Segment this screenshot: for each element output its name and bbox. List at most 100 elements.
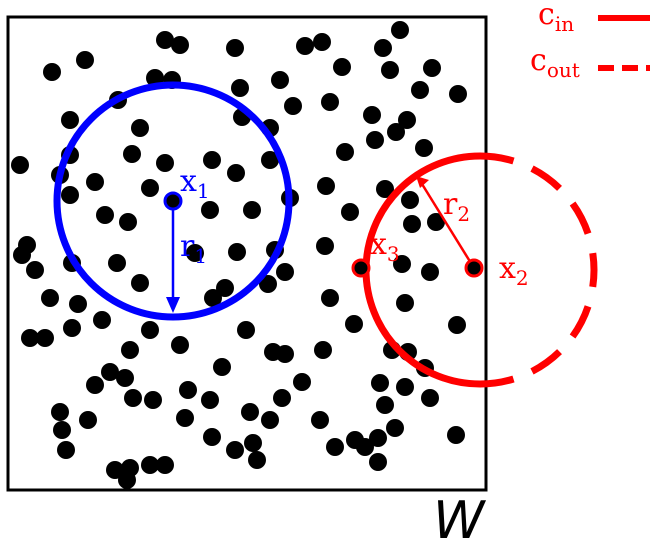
point [363,106,381,124]
point [26,261,44,279]
point [284,97,302,115]
point [171,36,189,54]
point [427,213,445,231]
point [203,428,221,446]
point-cloud [11,21,467,489]
point [411,81,429,99]
point [271,71,289,89]
point [86,376,104,394]
point [93,311,111,329]
point [366,131,384,149]
point [61,111,79,129]
point [243,201,261,219]
point [376,396,394,414]
point [398,111,416,129]
point [13,246,31,264]
legend-inner-label: cin [538,0,574,36]
point [201,201,219,219]
point [204,289,222,307]
point [321,93,339,111]
point [369,453,387,471]
r2-label: r2 [443,187,470,226]
point [176,409,194,427]
red-circle-outer-arc [479,152,598,388]
point [421,389,439,407]
r1-label: r1 [180,229,207,268]
point [213,358,231,376]
point [121,341,139,359]
x3-marker [351,258,371,278]
point [86,173,104,191]
point [396,378,414,396]
point [216,279,234,297]
point [101,363,119,381]
r2-arrowhead [416,176,429,188]
point [156,456,174,474]
point [227,164,245,182]
point [371,374,389,392]
point [374,39,392,57]
point [141,456,159,474]
point [391,21,409,39]
point [21,329,39,347]
point [226,39,244,57]
point [41,289,59,307]
point [369,429,387,447]
point [231,79,249,97]
point [119,213,137,231]
x1-marker [163,191,183,211]
point [118,471,136,489]
point [79,411,97,429]
point [276,345,294,363]
r1-arrowhead [166,297,180,313]
point [179,381,197,399]
point [401,191,419,209]
point [387,123,405,141]
point [423,59,441,77]
point [316,237,334,255]
point [171,336,189,354]
blue-circle [53,81,293,321]
point [237,321,255,339]
point [201,391,219,409]
legend-outer-label: cout [530,43,580,82]
point [314,341,332,359]
point [36,329,54,347]
point [131,274,149,292]
point [51,403,69,421]
point [336,143,354,161]
point [123,145,141,163]
point [356,438,374,456]
point [186,244,204,262]
point [261,411,279,429]
point [241,403,259,421]
point [108,254,126,272]
point [317,177,335,195]
point [449,85,467,103]
x1-label: x1 [180,164,210,203]
point [376,180,394,198]
point [296,37,314,55]
point [203,151,221,169]
point [393,255,411,273]
point [131,119,149,137]
point [448,316,466,334]
point [313,33,331,51]
point [43,63,61,81]
point [63,319,81,337]
window-border [6,15,488,492]
point [386,419,404,437]
point [381,61,399,79]
point [341,203,359,221]
point [53,421,71,439]
point [156,31,174,49]
point [124,389,142,407]
point [333,58,351,76]
window-label: W [433,491,487,547]
point [293,373,311,391]
point [144,391,162,409]
x2-label: x2 [499,251,529,290]
point [321,289,339,307]
point [345,315,363,333]
r2-arrow-line [420,183,476,269]
